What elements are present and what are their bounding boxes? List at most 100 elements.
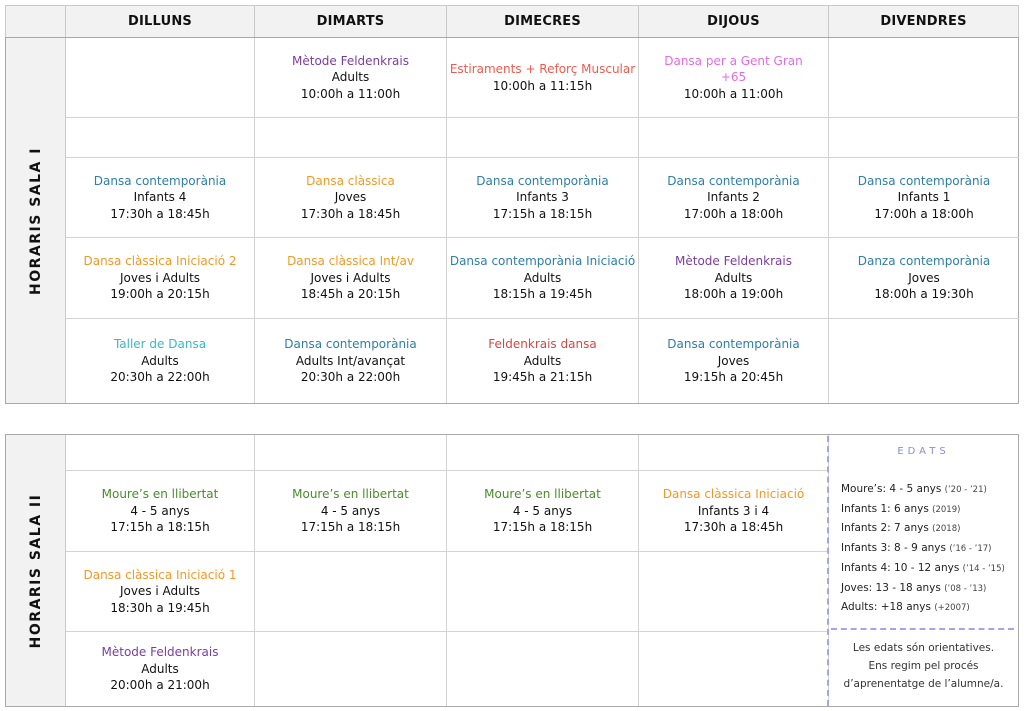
edats-row-ages: 6 anys <box>894 502 933 515</box>
class-hours: 18:30h a 19:45h <box>110 600 210 615</box>
class-slot: Dansa clàssica Int/av Joves i Adults 18:45… <box>255 238 447 319</box>
class-hours: 17:15h a 18:15h <box>492 520 593 535</box>
empty-slot <box>829 319 1019 403</box>
class-title: Mètode Feldenkrais <box>101 645 219 660</box>
class-slot: Dansa contemporània Adults Int/avançat 20:… <box>255 319 447 403</box>
class-group: Joves <box>717 353 750 368</box>
class-hours: 17:30h a 18:45h <box>683 520 784 535</box>
sala-2-label: HORARIS SALA II <box>27 493 44 648</box>
empty-slot <box>639 118 829 158</box>
class-hours: 18:00h a 19:00h <box>683 287 784 302</box>
empty-slot <box>447 435 639 471</box>
edats-row-ages: 4 - 5 anys <box>889 483 945 495</box>
class-hours: 19:00h a 20:15h <box>110 287 210 302</box>
class-hours: 20:30h a 22:00h <box>110 370 210 385</box>
class-slot: Moure’s en llibertat 4 - 5 anys 17:15h a 1… <box>66 471 255 552</box>
class-hours: 17:15h a 18:15h <box>300 520 401 535</box>
class-slot: Mètode Feldenkrais Adults 10:00h a 11:00h <box>255 38 447 118</box>
class-title: Dansa clàssica Iniciació <box>662 487 805 502</box>
day-header-dimarts: DIMARTS <box>255 5 447 38</box>
class-slot: Dansa clàssica Iniciació 2 Joves i Adults… <box>66 238 255 319</box>
edats-row: Moure’s: 4 - 5 anys (’20 - ’21) <box>841 483 987 495</box>
edats-title: EDATS <box>897 446 950 457</box>
class-title: Mètode Feldenkrais <box>292 53 409 68</box>
edats-row-label: Joves: <box>841 581 876 594</box>
edats-row-ages: 13 - 18 anys <box>875 581 945 594</box>
empty-slot <box>66 435 255 471</box>
class-title: Estiraments + Reforç Muscular <box>449 62 636 76</box>
class-group: Joves i Adults <box>119 584 201 599</box>
class-slot: Mètode Feldenkrais Adults 20:00h a 21:00h <box>66 632 255 706</box>
class-slot: Dansa contemporània Infants 2 17:00h a 18:… <box>639 158 829 238</box>
class-slot: Dansa contemporània Infants 4 17:30h a 18:… <box>66 158 255 238</box>
edats-row-label: Moure’s: <box>841 483 890 495</box>
class-group: Adults <box>523 270 562 285</box>
class-hours: 19:45h a 21:15h <box>492 370 593 385</box>
class-hours: 17:00h a 18:00h <box>683 206 784 221</box>
class-group: Adults <box>331 70 370 85</box>
class-slot: Danza contemporània Joves 18:00h a 19:30h <box>829 238 1019 319</box>
class-slot: Taller de Dansa Adults 20:30h a 22:00h <box>66 319 255 403</box>
class-hours: 17:15h a 18:15h <box>492 206 593 221</box>
class-hours: 10:00h a 11:00h <box>300 86 401 101</box>
sala-2-side: HORARIS SALA II <box>6 435 66 706</box>
edats-row-label: Infants 2: <box>841 522 895 535</box>
header-corner <box>5 5 66 38</box>
class-hours: 20:00h a 21:00h <box>110 678 210 693</box>
class-slot: Dansa clàssica Joves 17:30h a 18:45h <box>255 158 447 238</box>
class-hours: 10:00h a 11:15h <box>492 78 593 93</box>
class-title: Dansa clàssica Int/av <box>287 254 414 269</box>
edats-row-ages: 8 - 9 anys <box>894 542 950 555</box>
class-group: Adults <box>141 353 179 368</box>
class-group: 4 - 5 anys <box>512 503 573 518</box>
empty-slot <box>66 38 255 118</box>
class-group: Joves <box>334 190 367 205</box>
edats-row-ages: +18 anys <box>880 601 935 614</box>
empty-slot <box>447 118 639 158</box>
class-title: Feldenkrais dansa <box>488 337 597 352</box>
class-title: Dansa contemporània <box>667 337 800 352</box>
class-title: Dansa clàssica Iniciació 2 <box>83 254 237 269</box>
class-hours: 18:45h a 20:15h <box>300 287 401 302</box>
class-hours: 10:00h a 11:00h <box>683 86 784 101</box>
class-slot: Mètode Feldenkrais Adults 18:00h a 19:00h <box>639 238 829 319</box>
class-slot: Moure’s en llibertat 4 - 5 anys 17:15h a 1… <box>447 471 639 552</box>
edats-row-years: (’08 - ’13) <box>944 583 987 594</box>
class-group: 4 - 5 anys <box>130 503 190 518</box>
edats-row-years: (’14 - ’15) <box>962 563 1005 574</box>
empty-slot <box>447 632 639 706</box>
class-slot: Dansa contemporània Iniciació Adults 18:15… <box>447 238 639 319</box>
class-title: Dansa clàssica Iniciació 1 <box>83 567 237 582</box>
class-hours: 20:30h a 22:00h <box>300 370 401 385</box>
edats-row-years: (+2007) <box>934 603 970 614</box>
edats-row: Infants 2: 7 anys (2018) <box>841 522 960 534</box>
class-group: Joves <box>908 270 940 285</box>
class-slot: Dansa contemporània Infants 1 17:00h a 18:… <box>829 158 1019 238</box>
empty-slot <box>829 118 1019 158</box>
day-header-dilluns: DILLUNS <box>66 5 255 38</box>
class-title: Dansa contemporània <box>476 173 609 188</box>
class-group: Adults Int/avançat <box>295 353 406 368</box>
empty-slot <box>639 552 829 632</box>
class-title: Dansa per a Gent Gran +65 <box>664 53 803 85</box>
class-title: Dansa contemporània <box>857 173 991 188</box>
class-slot: Dansa per a Gent Gran +65 10:00h a 11:00h <box>639 38 829 118</box>
class-hours: 17:15h a 18:15h <box>110 520 210 535</box>
class-hours: 18:00h a 19:30h <box>874 287 974 302</box>
class-group: Infants 3 i 4 <box>697 503 770 518</box>
class-slot: Dansa contemporània Joves 19:15h a 20:45h <box>639 319 829 403</box>
class-slot: Moure’s en llibertat 4 - 5 anys 17:15h a 1… <box>255 471 447 552</box>
edats-row: Infants 3: 8 - 9 anys (’16 - ’17) <box>841 542 991 554</box>
edats-note-line: Ens regim pel procés <box>868 660 979 672</box>
empty-slot <box>829 38 1019 118</box>
class-title: Taller de Dansa <box>113 337 207 352</box>
edats-row-label: Infants 3: <box>841 542 895 555</box>
edats-row: Joves: 13 - 18 anys (’08 - ’13) <box>841 582 986 594</box>
class-title: Dansa contemporània <box>667 173 800 188</box>
class-hours: 19:15h a 20:45h <box>683 370 784 385</box>
edats-row-ages: 10 - 12 anys <box>894 561 963 574</box>
class-group: Infants 3 <box>516 190 569 205</box>
class-hours: 17:30h a 18:45h <box>110 206 210 221</box>
empty-slot <box>255 632 447 706</box>
edats-row: Infants 1: 6 anys (2019) <box>841 503 960 515</box>
